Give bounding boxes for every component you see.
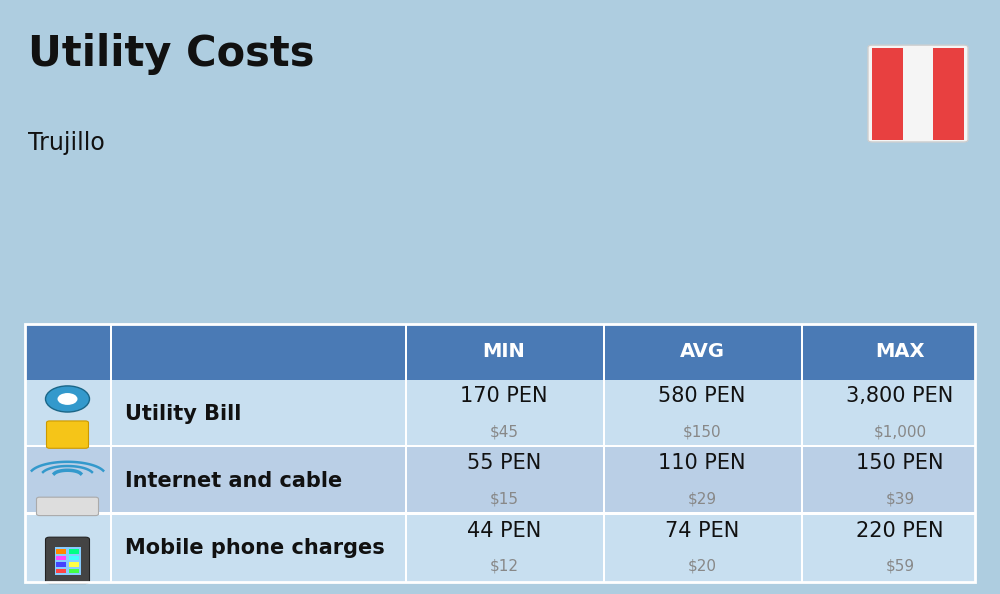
- Bar: [25, 380, 975, 447]
- Bar: [25, 513, 975, 515]
- Bar: [68, 562, 78, 567]
- Text: MAX: MAX: [875, 343, 925, 361]
- Bar: [603, 447, 605, 515]
- Text: $29: $29: [687, 491, 717, 507]
- Bar: [56, 562, 66, 567]
- Text: 110 PEN: 110 PEN: [658, 453, 746, 473]
- Text: 580 PEN: 580 PEN: [658, 386, 746, 406]
- Bar: [55, 546, 80, 575]
- Text: 150 PEN: 150 PEN: [856, 453, 944, 473]
- Text: 170 PEN: 170 PEN: [460, 386, 548, 406]
- Bar: [56, 549, 66, 554]
- Circle shape: [46, 386, 90, 412]
- Bar: [25, 324, 975, 582]
- Text: AVG: AVG: [680, 343, 724, 361]
- Bar: [68, 555, 78, 560]
- Bar: [110, 515, 112, 582]
- Bar: [933, 48, 964, 140]
- Text: $59: $59: [885, 559, 915, 574]
- Text: $1,000: $1,000: [873, 424, 927, 439]
- Text: 44 PEN: 44 PEN: [467, 520, 541, 541]
- Bar: [56, 555, 66, 560]
- Text: MIN: MIN: [483, 343, 525, 361]
- Bar: [405, 515, 407, 582]
- Bar: [872, 48, 903, 140]
- Bar: [25, 447, 975, 515]
- Text: 3,800 PEN: 3,800 PEN: [846, 386, 954, 406]
- Text: Utility Bill: Utility Bill: [125, 404, 241, 424]
- Text: $15: $15: [490, 491, 518, 507]
- Bar: [110, 447, 112, 515]
- Bar: [25, 515, 975, 582]
- Bar: [801, 380, 803, 447]
- Bar: [110, 380, 112, 447]
- Bar: [25, 445, 975, 447]
- Text: Utility Costs: Utility Costs: [28, 33, 314, 75]
- Bar: [405, 380, 407, 447]
- Circle shape: [58, 393, 78, 405]
- FancyBboxPatch shape: [46, 421, 88, 448]
- Bar: [405, 324, 407, 380]
- Bar: [405, 447, 407, 515]
- Text: 220 PEN: 220 PEN: [856, 520, 944, 541]
- Bar: [110, 324, 112, 380]
- FancyBboxPatch shape: [46, 537, 90, 583]
- Bar: [68, 568, 78, 573]
- Text: $45: $45: [490, 424, 518, 439]
- FancyBboxPatch shape: [37, 497, 98, 516]
- Bar: [68, 549, 78, 554]
- Text: Internet and cable: Internet and cable: [125, 471, 342, 491]
- Bar: [25, 324, 975, 380]
- Bar: [801, 515, 803, 582]
- Text: $150: $150: [683, 424, 721, 439]
- Bar: [56, 568, 66, 573]
- Text: 74 PEN: 74 PEN: [665, 520, 739, 541]
- FancyBboxPatch shape: [868, 45, 968, 142]
- Text: Trujillo: Trujillo: [28, 131, 105, 154]
- Text: $20: $20: [688, 559, 716, 574]
- Text: $12: $12: [490, 559, 518, 574]
- Bar: [603, 515, 605, 582]
- Text: Mobile phone charges: Mobile phone charges: [125, 538, 385, 558]
- Bar: [801, 324, 803, 380]
- Text: $39: $39: [885, 491, 915, 507]
- Bar: [801, 447, 803, 515]
- Bar: [603, 324, 605, 380]
- Text: 55 PEN: 55 PEN: [467, 453, 541, 473]
- Bar: [603, 380, 605, 447]
